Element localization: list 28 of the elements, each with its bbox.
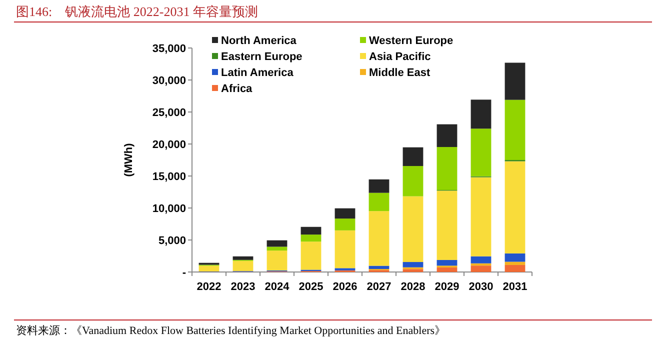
x-tick-label: 2030 bbox=[468, 281, 494, 293]
x-tick-label: 2026 bbox=[332, 281, 358, 293]
legend-label: Africa bbox=[221, 83, 254, 95]
legend-label: North America bbox=[221, 35, 298, 47]
legend-label: Latin America bbox=[221, 67, 294, 79]
legend-label: Western Europe bbox=[369, 35, 454, 47]
y-tick-label: - bbox=[182, 267, 186, 279]
y-tick-label: 5,000 bbox=[158, 235, 186, 247]
y-tick-label: 20,000 bbox=[152, 139, 186, 151]
y-axis-title: (MWh) bbox=[123, 142, 135, 177]
y-tick-label: 25,000 bbox=[152, 107, 186, 119]
legend-label: Middle East bbox=[369, 67, 430, 79]
chart-title: 图146: 钒液流电池 2022-2031 年容量预测 bbox=[16, 4, 258, 19]
x-tick-label: 2024 bbox=[264, 281, 290, 293]
x-tick-label: 2023 bbox=[230, 281, 256, 293]
y-tick-label: 10,000 bbox=[152, 203, 186, 215]
x-tick-label: 2029 bbox=[434, 281, 460, 293]
x-tick-label: 2027 bbox=[366, 281, 392, 293]
x-tick-label: 2031 bbox=[502, 281, 528, 293]
x-tick-label: 2028 bbox=[400, 281, 426, 293]
y-tick-label: 15,000 bbox=[152, 171, 186, 183]
x-tick-label: 2025 bbox=[298, 281, 324, 293]
legend-label: Eastern Europe bbox=[221, 51, 302, 63]
x-tick-label: 2022 bbox=[196, 281, 222, 293]
y-tick-label: 30,000 bbox=[152, 75, 186, 87]
y-tick-label: 35,000 bbox=[152, 43, 186, 55]
legend-label: Asia Pacific bbox=[369, 51, 431, 63]
text: 资料来源：《Vanadium Redox Flow Batteries Identifying Market Opportunities and Enablers》 bbox=[16, 324, 446, 337]
